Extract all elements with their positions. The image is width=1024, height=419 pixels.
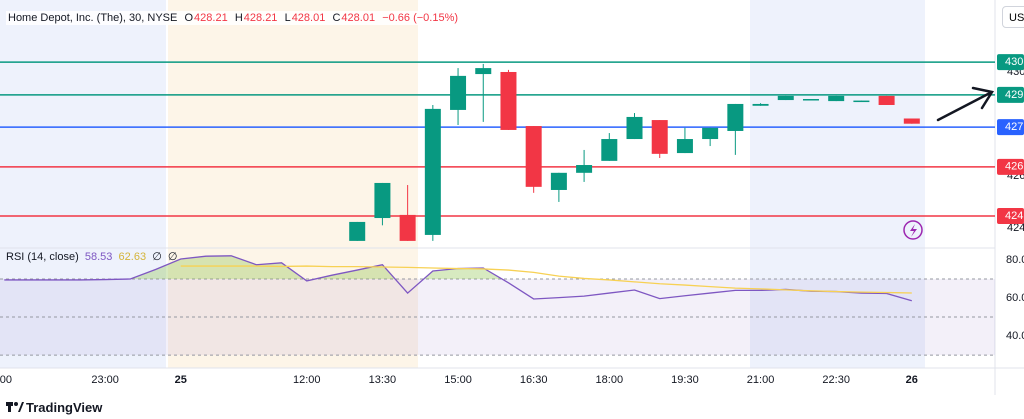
candle-body (651, 120, 668, 154)
x-tick-label: 19:30 (671, 374, 699, 386)
price-level-label: 430 (1005, 56, 1023, 68)
ohlc-value: 428.21 (194, 12, 228, 24)
price-level-label: 424 (1005, 210, 1023, 222)
change: −0.66 (−0.15%) (382, 12, 459, 24)
price-level-box (997, 119, 1024, 136)
candle-body (500, 71, 517, 130)
candle-body (374, 182, 391, 219)
candle-body (399, 214, 416, 241)
candle-body (450, 75, 467, 110)
candle-body (903, 118, 920, 124)
rsi-extra: ∅ (152, 251, 162, 263)
candle-body (349, 221, 366, 241)
rsi-line (180, 265, 912, 294)
ohlc-key: O (184, 12, 194, 24)
candle-body (475, 68, 492, 75)
rsi-band (0, 278, 995, 356)
candle-body (802, 99, 819, 101)
session-shade (750, 0, 925, 368)
brand: TradingView (26, 400, 103, 415)
ohlc-key: L (284, 12, 291, 24)
ohlc-key: C (332, 12, 341, 24)
y-tick-label: 60.00 (1006, 292, 1024, 304)
rsi-value: 58.53 (84, 251, 113, 263)
candle-body (576, 165, 593, 173)
x-tick-label: 25 (175, 374, 187, 386)
ohlc-key: H (234, 12, 243, 24)
price-level-box (997, 54, 1024, 71)
x-tick-label: 15:00 (444, 374, 472, 386)
ohlc-value: 428.01 (341, 12, 376, 24)
candle-body (525, 126, 542, 187)
x-tick-label: 23:00 (91, 374, 119, 386)
x-tick-label: 26 (906, 374, 918, 386)
currency-button[interactable]: USD (1002, 6, 1024, 28)
candle-body (853, 100, 870, 103)
ohlc-value: 428.21 (243, 12, 278, 24)
alert-icon-bolt (910, 224, 917, 237)
x-tick-label: 16:30 (520, 374, 548, 386)
candle-body (601, 139, 618, 161)
price-level-label: 427 (1005, 121, 1023, 133)
y-tick-label: 80.00 (1006, 254, 1024, 266)
rsi-ma-value: 62.63 (118, 251, 147, 263)
rsi-legend: RSI (14, close) 58.53 62.63 ∅ ∅ (6, 250, 178, 263)
x-tick-label: 12:00 (293, 374, 321, 386)
ohlc-value: 428.01 (291, 12, 326, 24)
price-level-box (997, 158, 1024, 175)
candle-body (752, 103, 769, 106)
price-level-box (997, 86, 1024, 103)
y-tick-label: 40.00 (1006, 330, 1024, 342)
rsi-overbought-fill (4, 255, 912, 279)
candle-body (702, 127, 719, 140)
x-tick-label: 21:00 (747, 374, 775, 386)
candle-body (424, 108, 441, 235)
rsi-extra: ∅ (167, 251, 178, 263)
candle-body (878, 95, 895, 105)
candle-body (626, 116, 643, 140)
symbol-title[interactable]: Home Depot, Inc. (The), 30, NYSE (8, 12, 178, 24)
alert-icon[interactable] (903, 220, 923, 240)
symbol-legend: Home Depot, Inc. (The), 30, NYSE O428.21… (6, 11, 462, 25)
candle-body (676, 139, 693, 154)
session-shade (0, 0, 166, 368)
x-tick-label: 13:30 (369, 374, 397, 386)
price-level-label: 426 (1005, 161, 1023, 173)
candle-body (828, 95, 845, 102)
candle-body (777, 95, 794, 101)
candle-body (550, 172, 567, 190)
x-tick-label: 22:30 (822, 374, 850, 386)
drawn-arrow (936, 86, 995, 122)
x-tick-label: :00 (0, 374, 12, 386)
rsi-title[interactable]: RSI (14, close) (6, 251, 79, 263)
x-tick-label: 18:00 (596, 374, 624, 386)
y-tick-label: 424 (1007, 222, 1024, 234)
brand-logo (6, 402, 24, 412)
candle-body (727, 103, 744, 131)
price-level-box (997, 207, 1024, 224)
price-level-label: 429 (1005, 89, 1023, 101)
